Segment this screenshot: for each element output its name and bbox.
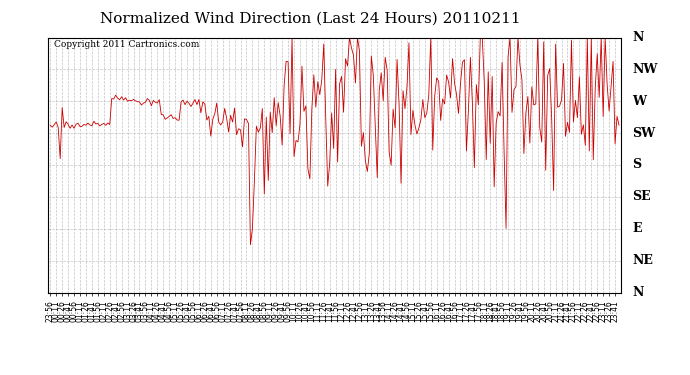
Text: W: W — [632, 95, 646, 108]
Text: SE: SE — [632, 190, 651, 203]
Text: SW: SW — [632, 127, 656, 140]
Text: N: N — [632, 31, 644, 44]
Text: Normalized Wind Direction (Last 24 Hours) 20110211: Normalized Wind Direction (Last 24 Hours… — [100, 11, 521, 25]
Text: NE: NE — [632, 254, 653, 267]
Text: Copyright 2011 Cartronics.com: Copyright 2011 Cartronics.com — [54, 40, 199, 49]
Text: E: E — [632, 222, 642, 235]
Text: NW: NW — [632, 63, 658, 76]
Text: S: S — [632, 159, 641, 171]
Text: N: N — [632, 286, 644, 299]
